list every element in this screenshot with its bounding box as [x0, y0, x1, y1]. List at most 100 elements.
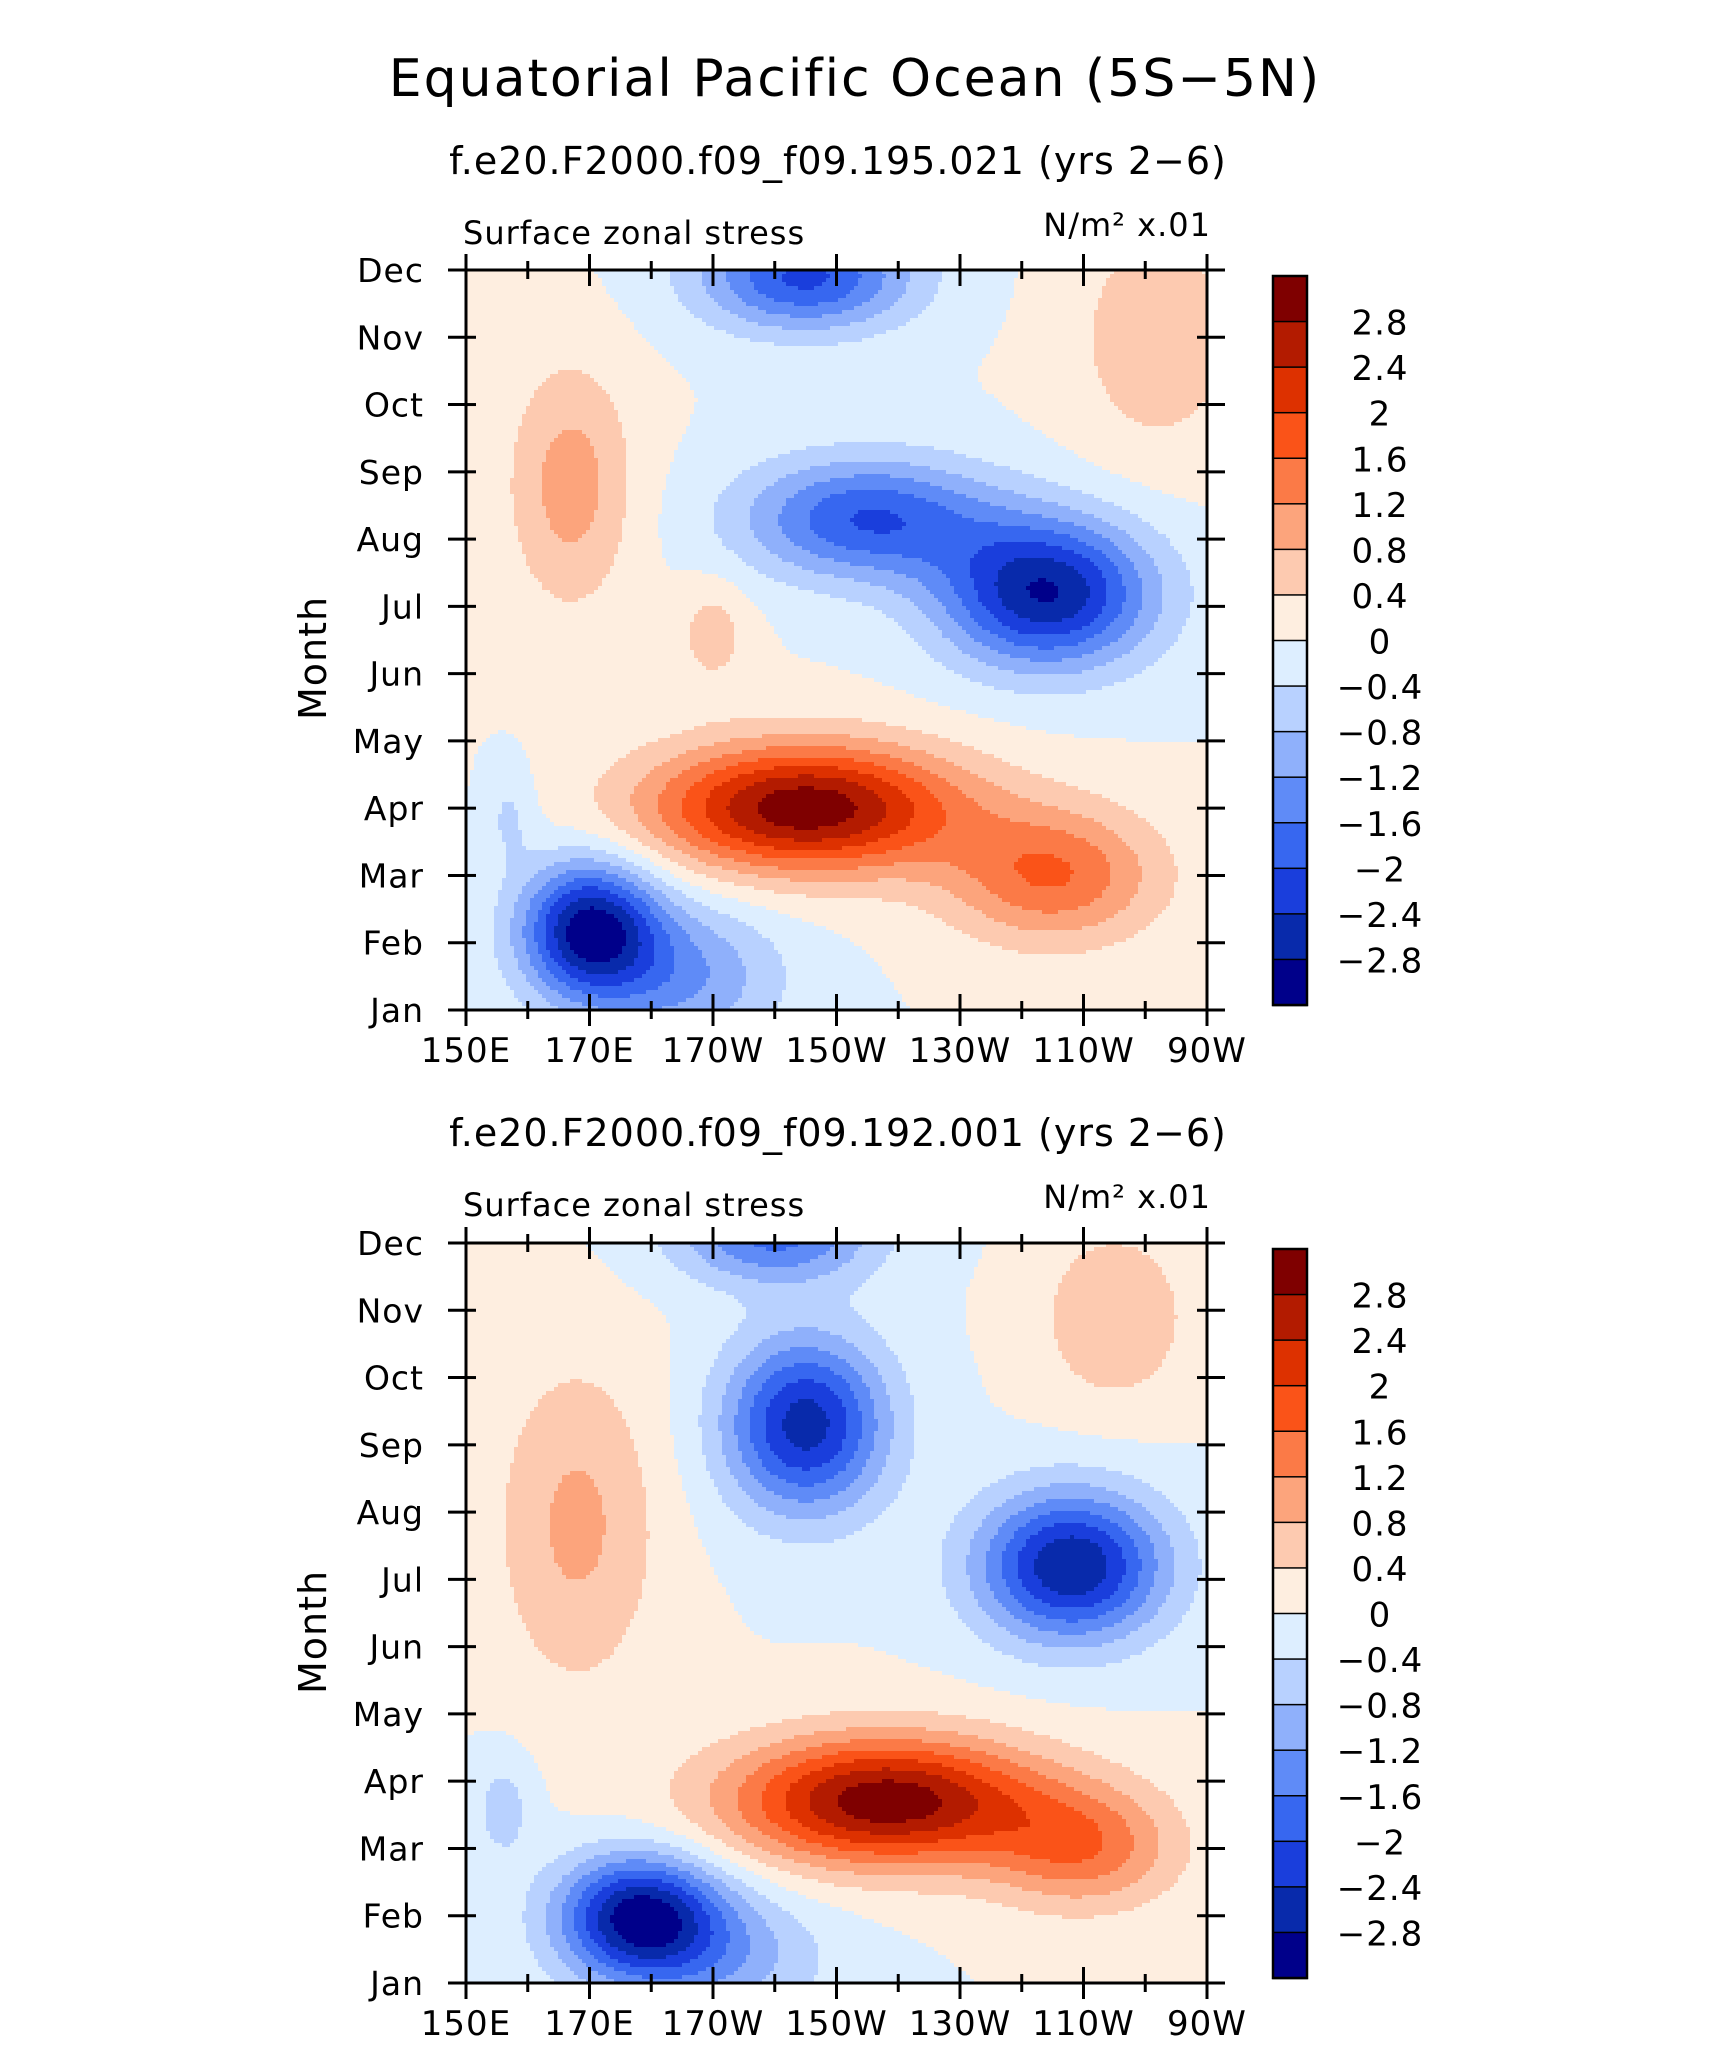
contour-cell: [682, 1763, 731, 1768]
colorbar-label: 2.4: [1351, 349, 1408, 389]
contour-cell: [558, 1487, 599, 1492]
colorbar-swatch: [1272, 1658, 1308, 1706]
contour-cell: [514, 806, 543, 811]
contour-cell: [1162, 602, 1191, 607]
contour-cell: [674, 286, 707, 291]
contour-cell: [1122, 602, 1143, 607]
contour-cell: [930, 882, 983, 887]
contour-cell: [1062, 1351, 1167, 1356]
contour-cell: [506, 1543, 551, 1548]
contour-cell: [546, 942, 559, 947]
contour-cell: [1114, 502, 1199, 507]
contour-cell: [1066, 1783, 1111, 1788]
contour-cell: [742, 1815, 767, 1820]
contour-cell: [466, 1375, 671, 1380]
contour-cell: [810, 1447, 843, 1452]
contour-cell: [682, 878, 719, 883]
contour-cell: [602, 1543, 647, 1548]
contour-cell: [466, 750, 479, 755]
contour-cell: [970, 678, 1127, 683]
contour-cell: [914, 810, 947, 815]
contour-cell: [762, 1847, 795, 1852]
contour-cell: [1014, 282, 1107, 287]
contour-cell: [958, 786, 1003, 791]
contour-cell: [466, 1863, 547, 1868]
contour-cell: [942, 1551, 971, 1556]
contour-cell: [722, 1915, 739, 1920]
contour-cell: [638, 926, 651, 931]
contour-cell: [466, 770, 471, 775]
contour-cell: [542, 494, 599, 499]
contour-cell: [466, 1467, 511, 1472]
contour-cell: [966, 1623, 999, 1628]
contour-cell: [730, 1935, 751, 1940]
contour-cell: [562, 538, 579, 543]
contour-cell: [466, 1259, 603, 1264]
contour-cell: [626, 510, 663, 515]
contour-cell: [674, 970, 711, 975]
contour-cell: [914, 1395, 991, 1400]
contour-cell: [638, 782, 667, 787]
contour-cell: [610, 1655, 899, 1660]
contour-cell: [638, 818, 663, 823]
contour-cell: [786, 1463, 823, 1468]
contour-cell: [506, 850, 607, 855]
contour-cell: [1126, 1495, 1167, 1500]
contour-cell: [670, 1327, 739, 1332]
contour-cell: [466, 1903, 527, 1908]
contour-cell: [662, 838, 687, 843]
contour-cell: [974, 1275, 1063, 1280]
contour-cell: [738, 1787, 767, 1792]
contour-cell: [714, 1875, 735, 1880]
contour-cell: [466, 854, 507, 859]
contour-cell: [754, 1403, 771, 1408]
contour-cell: [1062, 618, 1095, 623]
contour-cell: [550, 1531, 607, 1536]
contour-cell: [466, 834, 503, 839]
contour-cell: [1186, 1515, 1208, 1520]
contour-cell: [710, 1899, 727, 1904]
contour-cell: [898, 1495, 975, 1500]
contour-cell: [958, 622, 979, 627]
contour-cell: [982, 358, 1095, 363]
contour-cell: [466, 1583, 511, 1588]
contour-cell: [998, 586, 1027, 591]
contour-cell: [1122, 606, 1143, 611]
contour-cell: [602, 582, 735, 587]
contour-cell: [522, 418, 619, 423]
contour-cell: [834, 1455, 855, 1460]
contour-cell: [902, 554, 975, 559]
contour-cell: [466, 1695, 1027, 1700]
contour-cell: [546, 454, 595, 459]
panel-bottom: f.e20.F2000.f09_f09.192.001 (yrs 2−6) Su…: [291, 1111, 1422, 2044]
contour-cell: [754, 1447, 771, 1452]
contour-cell: [570, 1943, 583, 1948]
contour-cell: [1070, 878, 1111, 883]
contour-cell: [826, 662, 943, 667]
contour-cell: [850, 562, 931, 567]
contour-cell: [590, 906, 595, 911]
contour-cell: [886, 802, 915, 807]
contour-cell: [890, 530, 1055, 535]
contour-cell: [506, 1539, 551, 1544]
contour-cell: [466, 1275, 619, 1280]
contour-cell: [1042, 1755, 1103, 1760]
contour-cell: [730, 1859, 759, 1864]
contour-cell: [606, 814, 639, 819]
contour-cell: [1054, 438, 1208, 443]
contour-cell: [618, 550, 663, 555]
contour-cell: [974, 1775, 1011, 1780]
contour-cell: [494, 918, 511, 923]
contour-cell: [686, 910, 719, 915]
contour-cell: [982, 1375, 1083, 1380]
contour-cell: [466, 1775, 543, 1780]
contour-cell: [1014, 1655, 1131, 1660]
contour-cell: [698, 846, 731, 851]
contour-cell: [942, 662, 987, 667]
contour-cell: [674, 950, 703, 955]
contour-cell: [466, 1919, 523, 1924]
contour-cell: [590, 526, 623, 531]
contour-cell: [838, 1267, 879, 1272]
contour-cell: [1182, 1815, 1208, 1820]
contour-cell: [626, 942, 643, 947]
